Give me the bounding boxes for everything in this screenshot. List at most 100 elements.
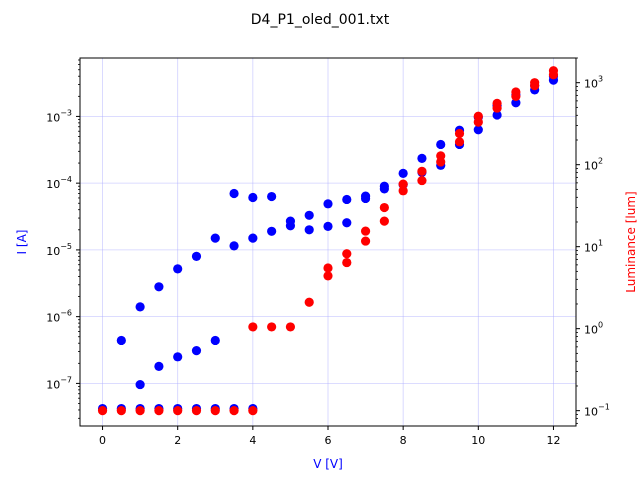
left-tick-label: 10−3 <box>46 108 72 124</box>
x-tick-label: 0 <box>99 434 106 447</box>
luminance-point <box>229 406 239 416</box>
right-tick-exponent: −1 <box>598 403 610 412</box>
left-tick-base: 10 <box>46 378 60 391</box>
luminance-point <box>116 406 126 416</box>
left-axis-ticks: 10−710−610−510−410−3 <box>46 59 80 419</box>
chart-title: D4_P1_oled_001.txt <box>251 12 390 28</box>
current-point <box>267 191 277 202</box>
current-point <box>173 352 183 362</box>
left-tick-base: 10 <box>46 312 60 325</box>
luminance-point <box>191 406 202 416</box>
luminance-point <box>323 271 333 281</box>
luminance-point <box>492 98 502 108</box>
current-point <box>191 346 202 356</box>
current-point <box>116 335 126 346</box>
current-point <box>436 139 446 150</box>
current-point <box>473 125 483 135</box>
x-tick-label: 4 <box>249 434 256 447</box>
left-tick-base: 10 <box>46 245 60 258</box>
left-axis-label: I [A] <box>15 230 29 255</box>
right-tick-label: 102 <box>584 157 603 173</box>
right-tick-label: 103 <box>584 75 603 91</box>
luminance-point <box>248 322 258 332</box>
luminance-point <box>379 216 389 226</box>
right-tick-exponent: 1 <box>598 239 603 248</box>
luminance-point <box>135 406 145 416</box>
luminance-point <box>360 226 371 236</box>
luminance-point <box>530 78 540 88</box>
current-point <box>248 233 258 243</box>
current-point <box>154 282 164 292</box>
right-tick-base: 10 <box>584 78 598 91</box>
luminance-point <box>154 406 164 416</box>
luminance-point <box>267 322 277 332</box>
luminance-point <box>398 179 408 189</box>
current-point <box>304 225 314 235</box>
current-point <box>492 110 502 120</box>
luminance-point <box>342 257 352 268</box>
luminance-point <box>417 166 427 176</box>
right-tick-base: 10 <box>584 324 598 337</box>
left-tick-exponent: −4 <box>60 175 72 184</box>
data-series <box>97 66 559 416</box>
current-point <box>360 193 371 204</box>
left-tick-base: 10 <box>46 111 60 124</box>
luminance-point <box>360 236 371 246</box>
right-tick-base: 10 <box>584 406 598 419</box>
left-tick-exponent: −3 <box>60 108 72 117</box>
left-tick-exponent: −7 <box>60 375 72 384</box>
current-point <box>323 221 333 231</box>
luminance-point <box>436 151 446 161</box>
right-tick-base: 10 <box>584 160 598 173</box>
luminance-point <box>97 406 108 416</box>
luminance-point <box>248 406 258 416</box>
current-point <box>379 184 389 194</box>
left-tick-base: 10 <box>46 178 60 191</box>
current-point <box>398 168 408 179</box>
x-tick-label: 2 <box>174 434 181 447</box>
luminance-point <box>210 406 220 416</box>
current-point <box>342 218 352 228</box>
luminance-point <box>342 249 352 259</box>
luminance-point <box>304 297 314 307</box>
current-point <box>229 241 239 251</box>
left-tick-label: 10−4 <box>46 175 72 191</box>
current-point <box>210 233 220 243</box>
current-point <box>154 361 164 371</box>
current-point <box>511 98 521 108</box>
current-point <box>229 188 239 199</box>
luminance-point <box>454 137 465 147</box>
luminance-point <box>473 111 483 121</box>
current-point <box>417 153 427 163</box>
x-tick-label: 12 <box>546 434 560 447</box>
luminance-point <box>398 186 408 196</box>
current-point <box>210 335 220 346</box>
right-tick-label: 101 <box>584 239 603 255</box>
left-tick-exponent: −5 <box>60 242 72 251</box>
current-point <box>342 194 352 205</box>
right-tick-base: 10 <box>584 242 598 255</box>
x-tick-label: 10 <box>471 434 485 447</box>
current-point <box>135 379 145 390</box>
right-tick-label: 100 <box>584 321 603 337</box>
luminance-point <box>417 175 427 186</box>
grid-lines <box>80 58 576 426</box>
current-point <box>191 251 202 261</box>
luminance-point <box>548 66 559 76</box>
luminance-point <box>454 128 465 139</box>
luminance-point <box>511 87 521 97</box>
right-tick-exponent: 2 <box>598 157 603 166</box>
x-tick-label: 6 <box>325 434 332 447</box>
right-axis-label: Luminance [lum] <box>624 191 638 292</box>
current-point <box>135 302 145 312</box>
luminance-point <box>323 263 333 273</box>
left-tick-exponent: −6 <box>60 309 72 318</box>
left-tick-label: 10−6 <box>46 309 72 325</box>
current-point <box>248 192 258 203</box>
right-tick-label: 10−1 <box>584 403 610 419</box>
luminance-point <box>285 322 296 332</box>
x-tick-label: 8 <box>400 434 407 447</box>
luminance-point <box>379 202 389 213</box>
